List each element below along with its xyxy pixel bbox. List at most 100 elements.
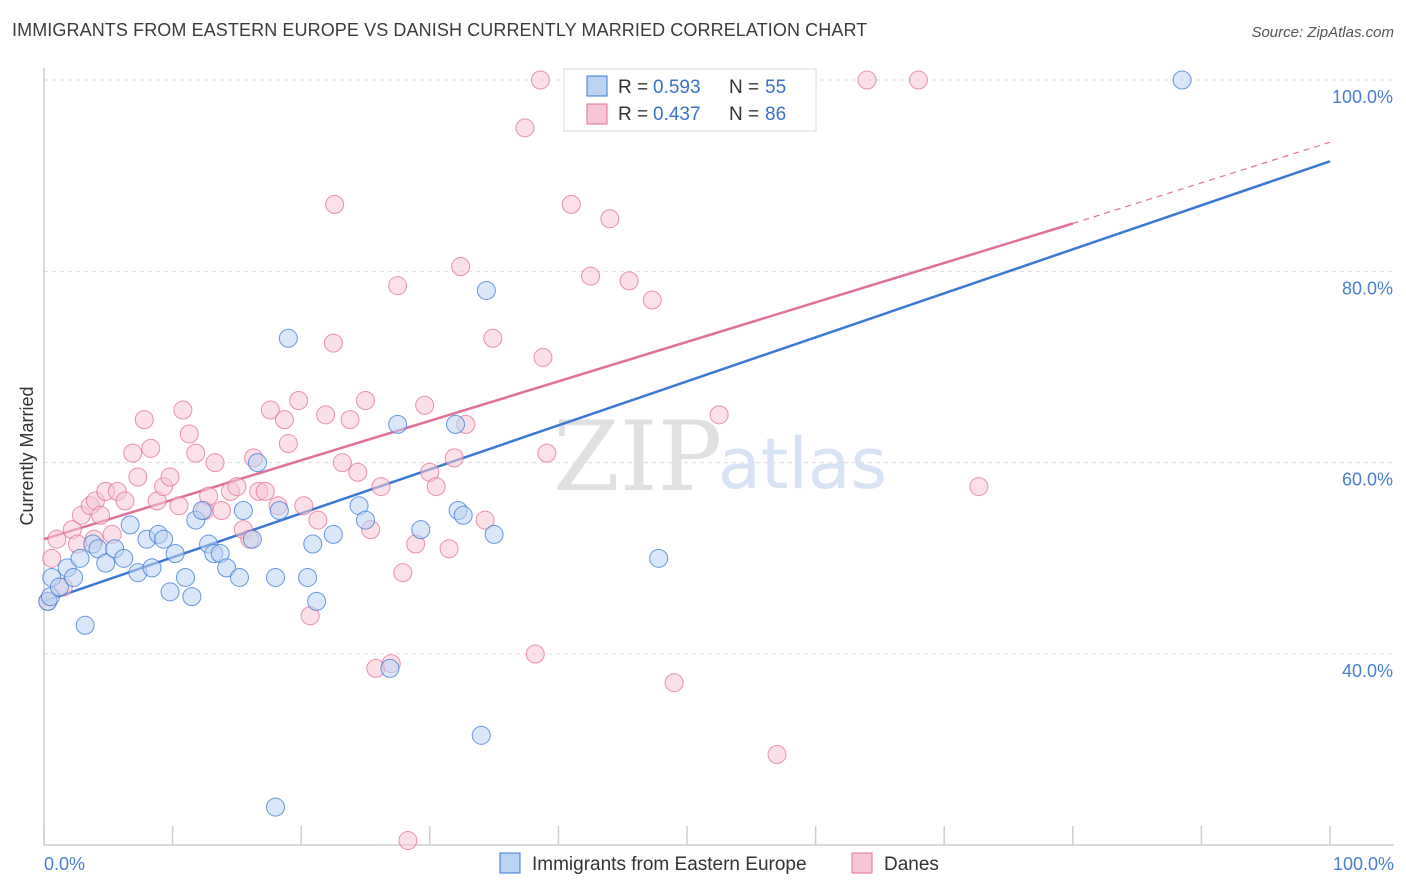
legend-r-label-blue: R = bbox=[618, 77, 648, 98]
eastern-europe-point bbox=[298, 567, 318, 587]
danes-trend-extension bbox=[1072, 141, 1331, 225]
legend-r-label-pink: R = bbox=[618, 104, 648, 125]
danes-point bbox=[325, 194, 345, 214]
danes-point bbox=[227, 477, 247, 497]
eastern-europe-point bbox=[265, 567, 285, 587]
danes-point bbox=[393, 563, 413, 583]
y-tick-labels: 40.0% 60.0% 80.0% 100.0% bbox=[1332, 87, 1393, 681]
danes-point bbox=[642, 290, 662, 310]
x-tick-label-min: 0.0% bbox=[44, 854, 85, 874]
eastern-europe-point bbox=[476, 280, 496, 300]
eastern-europe-trend-line bbox=[43, 160, 1331, 603]
danes-point bbox=[316, 405, 336, 425]
eastern-europe-point bbox=[453, 505, 473, 525]
correlation-legend: R = 0.593 N = 55 R = 0.437 N = 86 bbox=[563, 68, 817, 132]
danes-point bbox=[323, 333, 343, 353]
eastern-europe-point bbox=[160, 582, 180, 602]
eastern-europe-point bbox=[388, 414, 408, 434]
danes-point bbox=[186, 443, 206, 463]
y-axis-label: Currently Married bbox=[17, 386, 37, 525]
danes-point bbox=[530, 70, 550, 90]
danes-point bbox=[332, 453, 352, 473]
danes-point bbox=[173, 400, 193, 420]
eastern-europe-point bbox=[64, 567, 84, 587]
eastern-europe-point bbox=[356, 510, 375, 530]
eastern-europe-point bbox=[142, 558, 162, 578]
eastern-europe-point bbox=[70, 548, 90, 568]
eastern-europe-point bbox=[323, 524, 343, 544]
y-tick-label-60: 60.0% bbox=[1342, 470, 1393, 490]
eastern-europe-point bbox=[269, 501, 289, 520]
danes-point bbox=[289, 390, 309, 410]
x-ticks bbox=[43, 826, 1331, 845]
chart-title: IMMIGRANTS FROM EASTERN EUROPE VS DANISH… bbox=[12, 20, 868, 40]
y-tick-label-80: 80.0% bbox=[1342, 278, 1393, 298]
danes-point bbox=[439, 539, 459, 559]
eastern-europe-point bbox=[175, 567, 195, 587]
eastern-europe-point bbox=[154, 529, 174, 549]
danes-point bbox=[308, 510, 328, 530]
danes-point bbox=[525, 644, 545, 664]
danes-point bbox=[91, 505, 111, 525]
eastern-europe-point bbox=[484, 524, 504, 544]
axes bbox=[43, 68, 1394, 846]
eastern-europe-point bbox=[242, 529, 262, 549]
eastern-europe-point bbox=[446, 414, 466, 434]
danes-point bbox=[371, 477, 391, 497]
danes-point bbox=[123, 443, 143, 463]
eastern-europe-point bbox=[96, 553, 116, 573]
danes-point bbox=[128, 467, 148, 487]
danes-point bbox=[561, 194, 581, 214]
danes-point bbox=[260, 400, 280, 420]
legend-r-value-blue: 0.593 bbox=[653, 77, 701, 98]
danes-point bbox=[340, 410, 360, 430]
danes-point bbox=[767, 744, 787, 764]
danes-point bbox=[115, 491, 135, 511]
watermark-zip: ZIP bbox=[553, 401, 722, 513]
danes-point bbox=[581, 266, 601, 286]
eastern-europe-point bbox=[247, 453, 267, 473]
danes-point bbox=[451, 257, 471, 277]
danes-point bbox=[134, 410, 154, 430]
legend-n-value-blue: 55 bbox=[765, 77, 786, 98]
eastern-europe-point bbox=[49, 577, 69, 597]
danes-point bbox=[274, 410, 294, 430]
eastern-europe-point bbox=[411, 520, 431, 540]
danes-point bbox=[255, 481, 275, 501]
danes-point bbox=[533, 347, 553, 367]
x-tick-label-max: 100.0% bbox=[1333, 854, 1394, 874]
watermark-atlas: atlas bbox=[718, 423, 887, 505]
danes-point bbox=[426, 477, 446, 497]
eastern-europe-point bbox=[265, 797, 285, 817]
danes-point bbox=[388, 276, 408, 296]
watermark: ZIP atlas bbox=[553, 401, 887, 513]
eastern-europe-point bbox=[1172, 70, 1192, 90]
legend-swatch-pink bbox=[586, 103, 608, 125]
source-label: Source: ZipAtlas.com bbox=[1251, 24, 1394, 41]
legend-swatch-blue bbox=[586, 75, 608, 97]
eastern-europe-point bbox=[182, 587, 202, 607]
eastern-europe-point bbox=[75, 615, 95, 635]
legend-n-label-pink: N = bbox=[729, 104, 759, 125]
eastern-europe-point bbox=[471, 725, 491, 745]
danes-point bbox=[169, 496, 189, 516]
eastern-europe-point bbox=[165, 544, 185, 564]
danes-points bbox=[38, 70, 989, 851]
eastern-europe-point bbox=[303, 534, 323, 554]
danes-point bbox=[664, 673, 684, 693]
series-legend-label-blue: Immigrants from Eastern Europe bbox=[532, 854, 807, 875]
series-legend-swatch-blue bbox=[499, 852, 521, 874]
eastern-europe-point bbox=[229, 567, 249, 587]
danes-point bbox=[969, 477, 989, 497]
eastern-europe-point bbox=[233, 501, 253, 520]
eastern-europe-point bbox=[114, 548, 134, 568]
danes-point bbox=[211, 501, 231, 520]
eastern-europe-point bbox=[278, 328, 298, 348]
danes-point bbox=[356, 390, 375, 410]
danes-point bbox=[398, 831, 418, 851]
danes-point bbox=[415, 395, 435, 415]
grid-lines bbox=[44, 79, 1394, 655]
danes-point bbox=[537, 443, 557, 463]
danes-point bbox=[709, 405, 729, 425]
